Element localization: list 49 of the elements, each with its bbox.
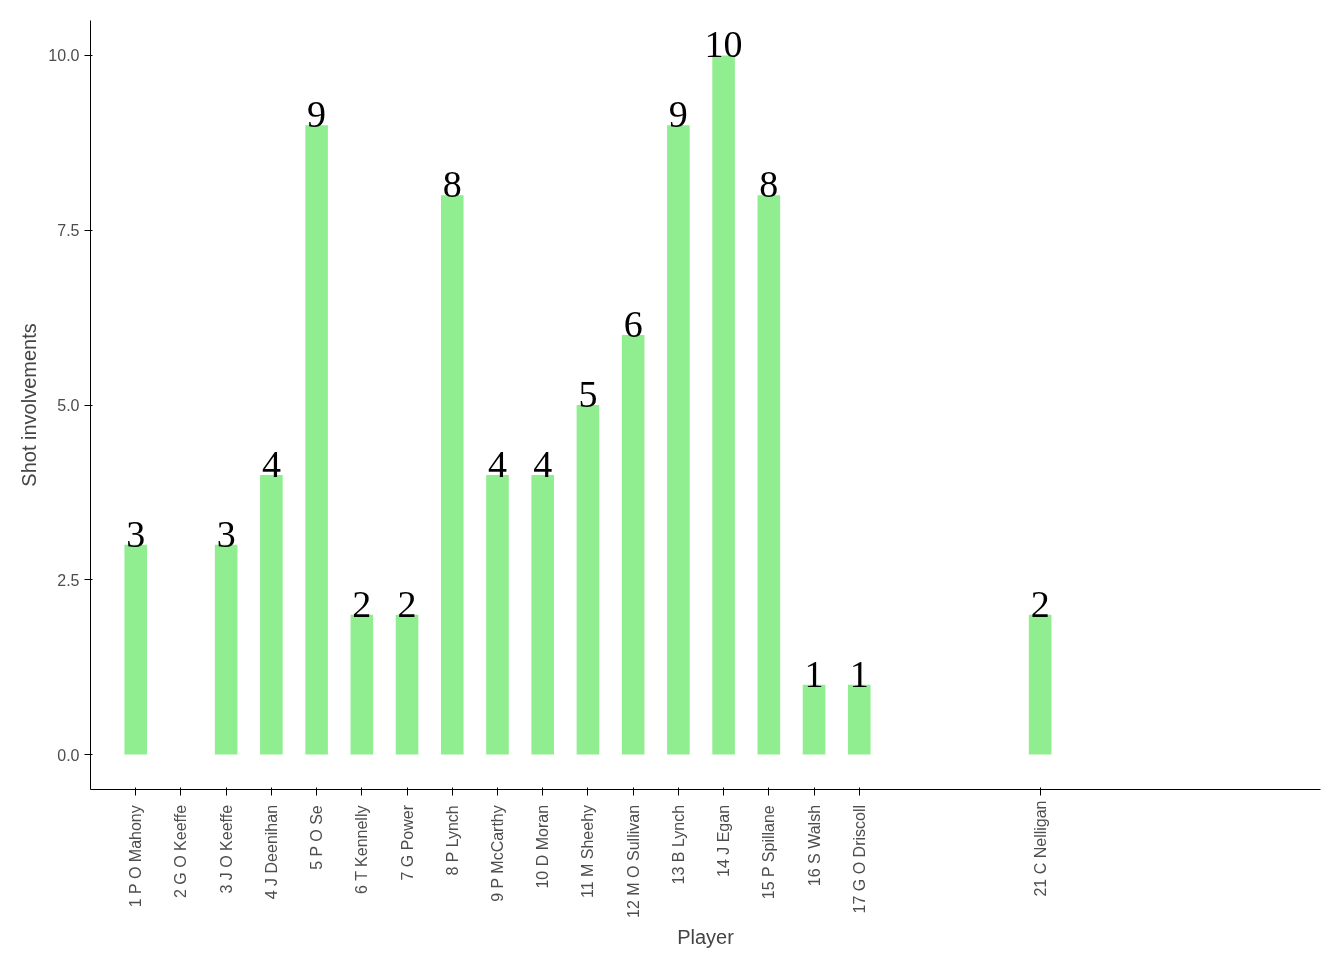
x-tick-label: 11 M Sheehy [579, 804, 597, 899]
bar [440, 195, 464, 755]
data-label: 2 [397, 582, 417, 625]
x-tick-label: 13 B Lynch [669, 804, 687, 885]
data-label: 10 [704, 23, 743, 66]
data-label: 9 [307, 93, 327, 136]
data-label: 3 [126, 512, 146, 555]
x-tick-label: 10 D Moran [534, 804, 552, 889]
x-tick-label: 21 C Nelligan [1031, 800, 1049, 897]
bar [667, 125, 690, 755]
data-label: 2 [352, 582, 372, 625]
data-label: 1 [804, 652, 824, 695]
bar [712, 55, 735, 755]
x-axis-title: Player [677, 925, 735, 948]
y-tick-label: 2.5 [57, 571, 80, 589]
x-tick-label: 5 P O Se [308, 805, 326, 870]
data-label: 4 [533, 442, 553, 485]
x-tick-label: 6 T Kennelly [353, 805, 371, 894]
y-tick-label: 7.5 [57, 222, 80, 240]
x-tick-label: 17 G O Driscoll [850, 804, 868, 914]
x-tick-label: 4 J Deenihan [262, 804, 280, 900]
x-tick-label: 16 S Walsh [805, 804, 823, 887]
data-label: 8 [759, 163, 779, 206]
x-tick-label: 12 M O Sullivan [624, 804, 642, 918]
data-label: 8 [442, 163, 462, 206]
data-label: 2 [1030, 582, 1050, 625]
data-label: 4 [261, 442, 281, 485]
x-tick-label: 9 P McCarthy [488, 805, 506, 902]
x-tick-label: 15 P Spillane [760, 805, 778, 900]
x-tick-label: 14 J Egan [715, 804, 733, 877]
y-tick-label: 0.0 [57, 746, 80, 764]
bar [621, 335, 645, 755]
bar [576, 405, 600, 755]
data-label: 6 [623, 303, 643, 346]
y-tick-label: 10.0 [48, 47, 80, 65]
x-tick-label: 3 J O Keeffe [217, 804, 235, 894]
data-label: 4 [487, 442, 507, 485]
data-label: 1 [849, 652, 869, 695]
bar [305, 125, 328, 755]
bar [757, 195, 781, 755]
x-tick-label: 2 G O Keeffe [172, 804, 190, 899]
data-label: 3 [216, 512, 236, 555]
y-axis-title: Shot involvements [18, 323, 41, 487]
data-label: 9 [668, 93, 688, 136]
x-tick-label: 7 G Power [398, 804, 416, 881]
x-tick-label: 8 P Lynch [443, 805, 461, 876]
y-tick-label: 5.0 [57, 397, 80, 414]
data-label: 5 [578, 373, 598, 415]
x-tick-label: 1 P O Mahony [127, 805, 145, 908]
